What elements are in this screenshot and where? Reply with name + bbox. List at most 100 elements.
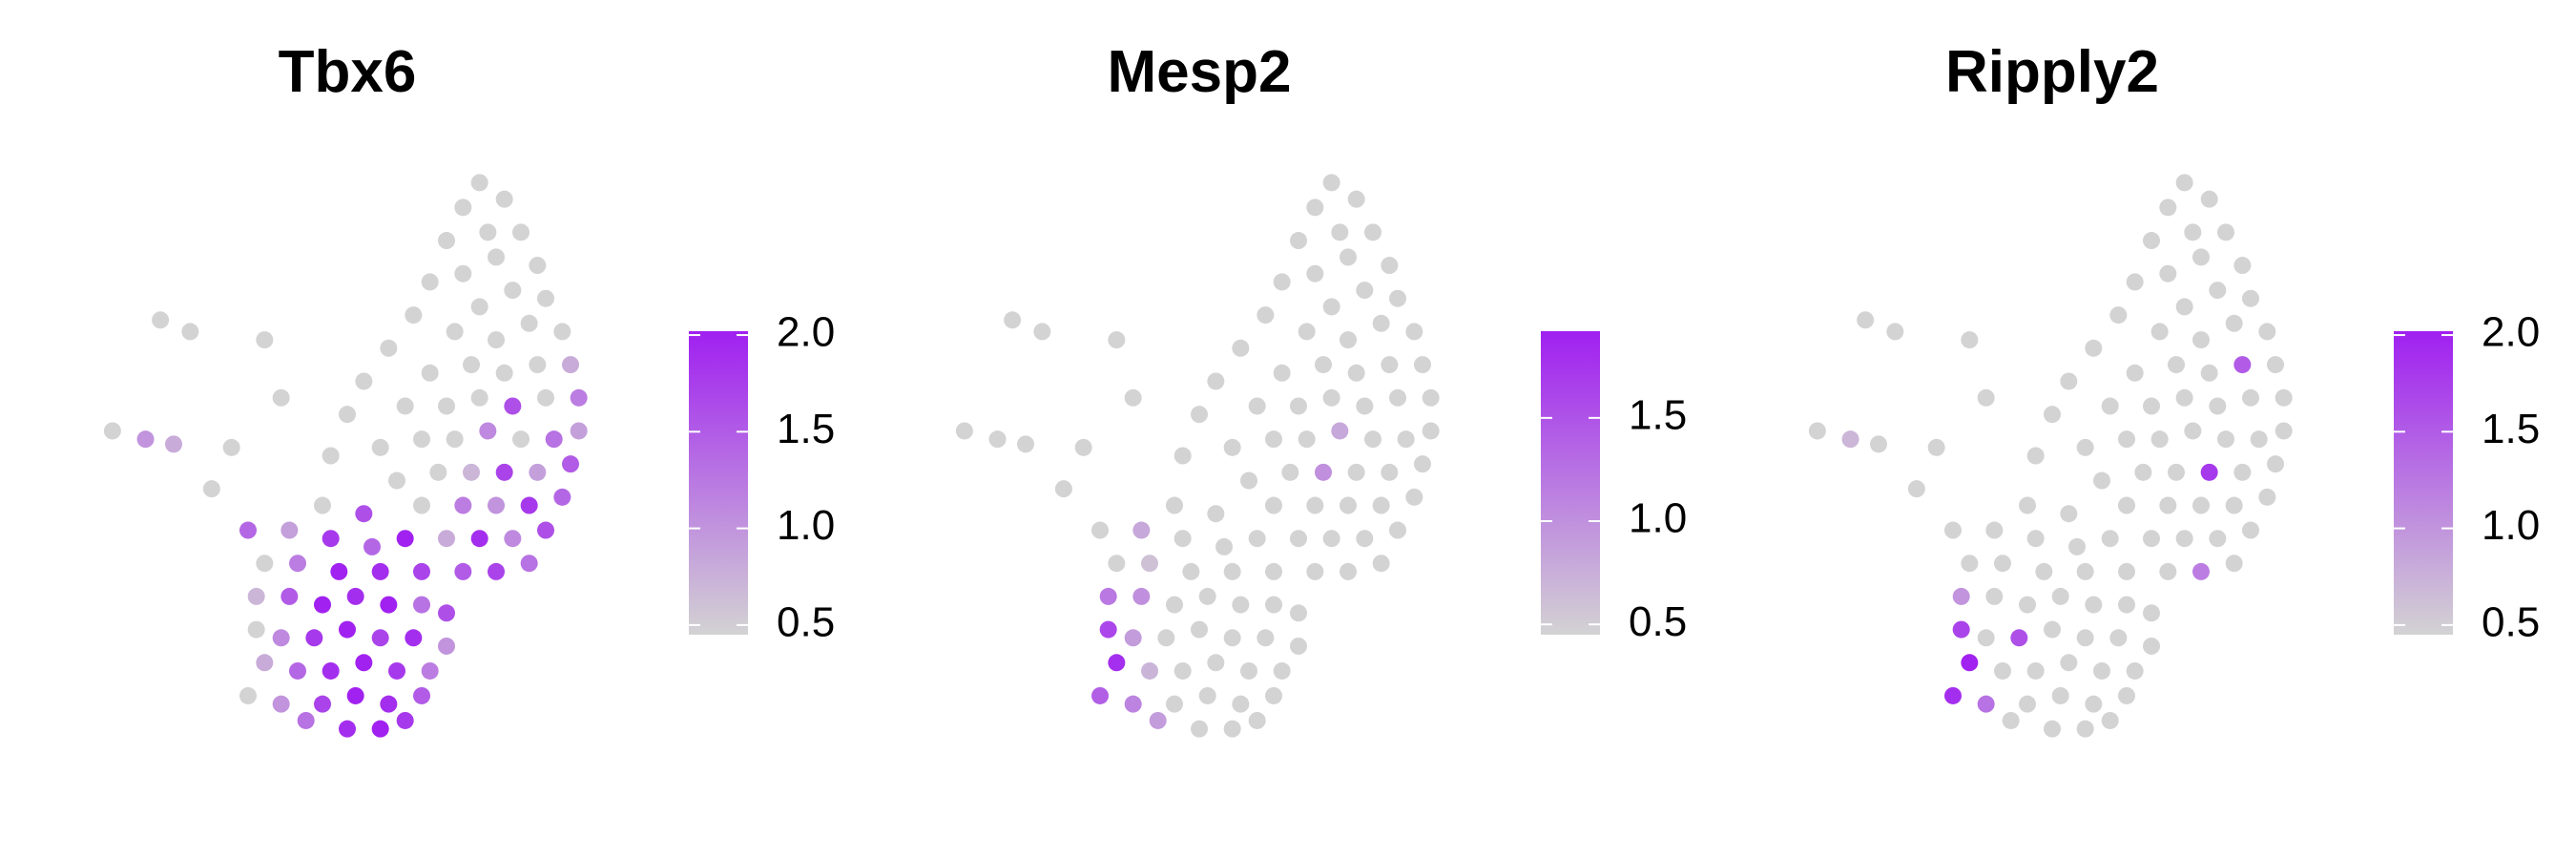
cell-point (1248, 397, 1266, 415)
cell-point (2168, 463, 2185, 481)
cell-point (1944, 686, 1962, 704)
cell-point (2192, 562, 2210, 580)
cell-point (1994, 661, 2011, 680)
cell-point (1340, 248, 1357, 266)
cell-point (1414, 356, 1431, 374)
cell-point (1340, 562, 1357, 580)
cell-point (247, 620, 265, 639)
cell-point (1273, 661, 1291, 680)
cell-point (1927, 438, 1945, 456)
cell-point (454, 562, 472, 580)
cell-point (1290, 530, 1307, 548)
cell-point (2044, 620, 2061, 639)
cell-point (1257, 306, 1275, 325)
colorbar-tick-label: 1.5 (777, 406, 835, 452)
cell-point (2019, 496, 2036, 514)
cell-point (1132, 587, 1151, 605)
cell-point (380, 339, 398, 357)
cell-point (1322, 174, 1340, 192)
cell-point (2101, 711, 2119, 729)
cell-point (570, 422, 588, 440)
cell-point (520, 314, 538, 332)
cell-point (545, 430, 563, 449)
cell-point (1108, 654, 1126, 672)
cell-point (470, 388, 488, 407)
cell-point (537, 521, 554, 539)
cell-point (371, 562, 389, 580)
colorbar (2394, 331, 2453, 635)
cell-point (2002, 711, 2020, 729)
cell-point (495, 463, 513, 481)
cell-point (355, 505, 373, 523)
cell-point (2060, 372, 2078, 390)
cell-point (1108, 555, 1126, 573)
cell-point (495, 190, 513, 208)
cell-point (2044, 720, 2061, 738)
cell-point (314, 695, 331, 713)
cell-point (371, 720, 389, 738)
cell-point (488, 562, 505, 580)
cell-point (2093, 661, 2110, 680)
cell-point (1166, 596, 1183, 614)
cell-point (1257, 629, 1275, 647)
cell-point (280, 587, 299, 605)
cell-point (1405, 323, 1423, 341)
cell-point (2109, 306, 2128, 325)
colorbar-tick-label: 1.0 (2482, 502, 2540, 549)
cell-point (396, 530, 414, 548)
cell-point (1961, 331, 1979, 349)
cell-point (1886, 323, 1904, 341)
cell-point (256, 654, 274, 672)
cell-point (438, 637, 455, 655)
colorbar-tick-label: 0.5 (1629, 598, 1687, 645)
cell-point (470, 174, 488, 192)
cell-point (1907, 480, 1925, 498)
cell-point (1364, 430, 1381, 449)
cell-point (297, 711, 315, 729)
cell-point (2076, 720, 2094, 738)
cell-point (2126, 364, 2144, 382)
cell-point (479, 422, 497, 440)
cell-point (463, 463, 480, 481)
cell-point (1033, 323, 1051, 341)
cell-point (1099, 620, 1117, 639)
cell-point (322, 530, 340, 548)
cell-point (247, 587, 265, 605)
cell-point (322, 447, 340, 465)
cell-point (413, 562, 430, 580)
cell-point (1207, 372, 1225, 390)
cell-point (1124, 388, 1142, 407)
cell-point (413, 496, 430, 514)
cell-point (2175, 298, 2193, 316)
cell-point (2225, 314, 2243, 332)
cell-point (1331, 223, 1349, 241)
cell-point (1331, 422, 1349, 440)
cell-point (1232, 596, 1250, 614)
cell-point (2242, 289, 2259, 307)
cell-point (2233, 257, 2252, 275)
cell-point (1322, 530, 1340, 548)
cell-point (1265, 686, 1282, 704)
cell-point (1944, 521, 1962, 539)
cell-point (1149, 711, 1167, 729)
cell-point (1232, 695, 1250, 713)
cell-point (2109, 629, 2128, 647)
cell-point (2233, 463, 2252, 481)
cell-point (955, 422, 973, 440)
cell-point (2233, 356, 2252, 374)
cell-point (2076, 562, 2094, 580)
cell-point (2076, 438, 2094, 456)
cell-point (2060, 654, 2078, 672)
cell-point (2267, 356, 2284, 374)
cell-point (1248, 530, 1266, 548)
cell-point (2035, 562, 2053, 580)
cell-point (2143, 397, 2160, 415)
cell-point (479, 223, 497, 241)
cell-point (2051, 686, 2069, 704)
cell-point (1273, 273, 1291, 291)
cell-point (504, 397, 522, 415)
cell-point (438, 232, 455, 250)
cell-point (421, 364, 439, 382)
cell-point (520, 496, 538, 514)
